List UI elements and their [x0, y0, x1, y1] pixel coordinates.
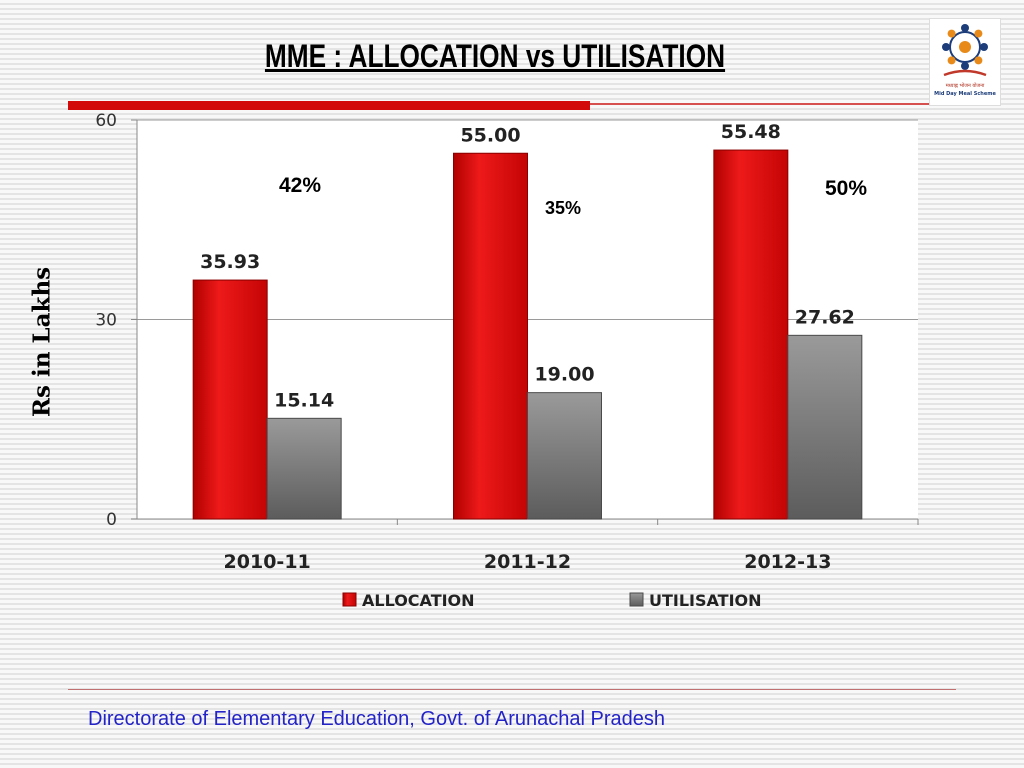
percent-annotation: 50% — [825, 177, 867, 200]
x-tick-label: 2011-12 — [484, 551, 571, 573]
title-underline-bar — [68, 101, 590, 110]
legend-swatch — [342, 592, 357, 607]
legend-swatch — [629, 592, 644, 607]
allocation-bar — [453, 152, 528, 520]
footer-text: Directorate of Elementary Education, Gov… — [88, 708, 665, 730]
percent-annotation: 35% — [545, 198, 581, 218]
y-tick-label: 30 — [95, 311, 117, 331]
utilisation-bar — [527, 392, 602, 520]
logo-caption-english: Mid Day Meal Scheme — [934, 91, 996, 97]
mid-day-meal-logo-icon: मध्याह्न भोजन योजना Mid Day Meal Scheme — [929, 18, 1001, 106]
data-label: 27.62 — [795, 306, 855, 328]
y-tick-label: 60 — [95, 111, 117, 131]
title-divider-line — [590, 103, 930, 105]
data-label: 19.00 — [534, 364, 594, 386]
percent-annotation: 42% — [279, 174, 321, 197]
allocation-bar — [713, 149, 789, 520]
logo-emblem — [942, 24, 988, 77]
data-label: 55.00 — [460, 124, 520, 146]
utilisation-bar — [266, 417, 342, 520]
logo-caption-hindi: मध्याह्न भोजन योजना — [945, 83, 985, 89]
allocation-bar — [192, 279, 268, 520]
data-label: 35.93 — [200, 251, 260, 273]
legend-label: UTILISATION — [649, 591, 762, 610]
data-label: 15.14 — [274, 389, 334, 411]
slide-title: MME : ALLOCATION vs UTILISATION — [264, 38, 726, 74]
legend-label: ALLOCATION — [362, 591, 475, 610]
x-tick-label: 2010-11 — [224, 551, 311, 573]
y-tick-label: 0 — [106, 510, 117, 530]
x-tick-label: 2012-13 — [744, 551, 831, 573]
data-label: 55.48 — [721, 121, 781, 143]
footer-divider — [68, 689, 956, 690]
utilisation-bar — [787, 334, 863, 520]
